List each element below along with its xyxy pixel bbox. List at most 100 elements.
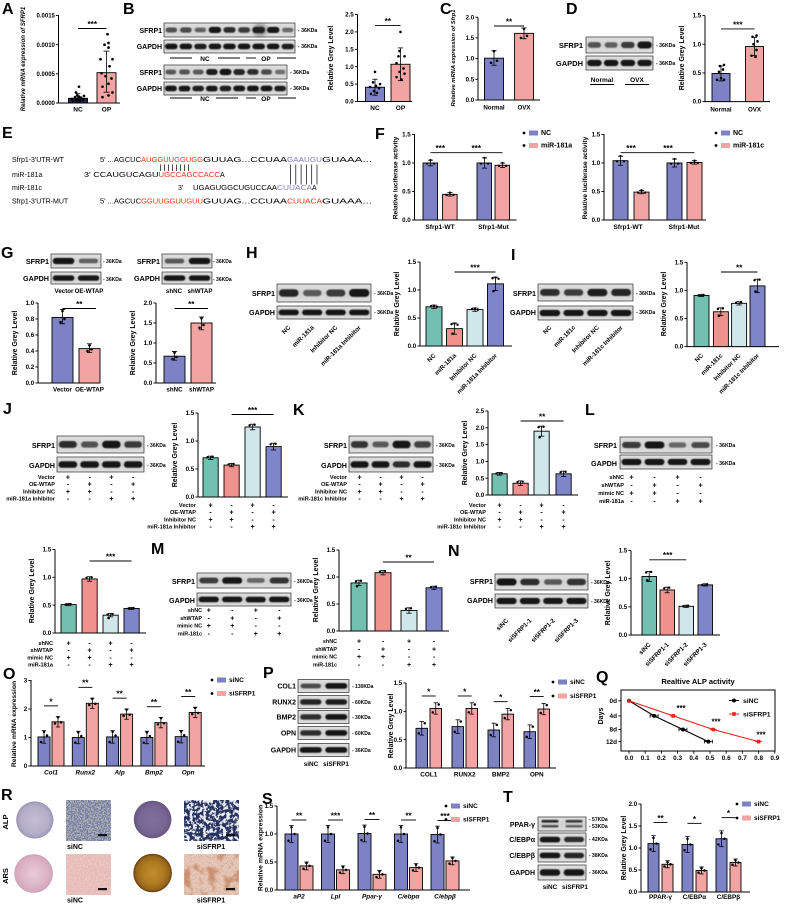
svg-text:2: 2: [24, 706, 28, 713]
svg-text:NC: NC: [200, 96, 210, 103]
svg-text:+: +: [230, 623, 234, 630]
svg-text:Relative Grey Level: Relative Grey Level: [394, 272, 401, 337]
svg-text:-: -: [653, 499, 656, 506]
svg-text:C/EBPβ: C/EBPβ: [717, 894, 741, 901]
svg-text:0.0: 0.0: [466, 97, 475, 104]
svg-text:0.0: 0.0: [144, 380, 153, 387]
svg-text:- 36KDa: - 36KDa: [147, 443, 166, 449]
svg-text:1.0: 1.0: [186, 438, 195, 445]
svg-text:1.0: 1.0: [144, 340, 153, 347]
svg-text:-: -: [231, 631, 234, 638]
svg-text:+: +: [381, 646, 385, 653]
svg-text:-: -: [540, 517, 543, 524]
svg-text:0.5: 0.5: [706, 755, 715, 762]
svg-text:Bmp2: Bmp2: [145, 770, 163, 777]
svg-text:- 36KDa: - 36KDa: [716, 461, 735, 467]
svg-text:0.4: 0.4: [689, 755, 698, 762]
svg-text:0.5: 0.5: [186, 466, 195, 473]
svg-text:OVX: OVX: [630, 77, 644, 84]
svg-text:miR-181c: miR-181c: [313, 662, 337, 668]
svg-text:mimic NC: mimic NC: [598, 491, 624, 497]
svg-text:-: -: [209, 524, 212, 531]
svg-text:+: +: [209, 517, 213, 524]
svg-text:0.3: 0.3: [673, 755, 682, 762]
svg-text:+: +: [254, 608, 258, 615]
svg-text:GAAUGU: GAAUGU: [287, 157, 322, 164]
svg-text:1.0: 1.0: [43, 574, 52, 581]
svg-text:5' ...AGCUC: 5' ...AGCUC: [100, 157, 141, 164]
svg-text:-: -: [653, 475, 656, 482]
svg-text:0.5: 0.5: [675, 316, 684, 323]
svg-text:0.2: 0.2: [657, 755, 666, 762]
svg-text:1.0: 1.0: [693, 41, 702, 48]
svg-text:R: R: [1, 787, 13, 804]
svg-text:1.5: 1.5: [394, 680, 403, 687]
svg-text:miR-181a: miR-181a: [541, 143, 572, 150]
svg-text:-: -: [208, 615, 211, 622]
svg-text:-: -: [421, 489, 424, 496]
svg-text:- 60KDa: - 60KDa: [352, 700, 371, 706]
svg-text:-: -: [519, 524, 522, 531]
svg-text:SFRP1: SFRP1: [324, 441, 347, 450]
svg-text:Lpl: Lpl: [331, 894, 341, 901]
svg-text:+: +: [432, 662, 436, 669]
svg-text:1.5: 1.5: [408, 259, 417, 266]
svg-text:H: H: [246, 245, 258, 262]
svg-text:0.0010: 0.0010: [37, 43, 56, 49]
svg-text:0.5: 0.5: [629, 867, 638, 874]
svg-text:Sfrp1-3'UTR-MUT: Sfrp1-3'UTR-MUT: [12, 199, 69, 206]
svg-text:1.5: 1.5: [592, 132, 601, 139]
svg-text:Inhibitor NC: Inhibitor NC: [23, 489, 55, 495]
svg-text:*: *: [499, 693, 503, 702]
svg-text:-: -: [408, 654, 411, 661]
svg-text:siNC: siNC: [463, 803, 478, 810]
svg-text:***: ***: [471, 144, 481, 153]
svg-text:-: -: [676, 483, 679, 490]
svg-text:+: +: [519, 517, 523, 524]
svg-text:+: +: [407, 662, 411, 669]
svg-text:CUUACA: CUUACA: [277, 185, 312, 192]
svg-text:COL1: COL1: [420, 772, 437, 779]
svg-text:+: +: [629, 491, 633, 498]
svg-text:***: ***: [626, 144, 636, 153]
svg-text:Days: Days: [598, 708, 605, 725]
svg-text:- 36KDa: - 36KDa: [147, 463, 166, 469]
svg-text:1.0: 1.0: [26, 300, 35, 307]
svg-text:-: -: [379, 496, 382, 503]
svg-text:siSFRP1: siSFRP1: [570, 693, 597, 700]
svg-text:Ppar-γ: Ppar-γ: [362, 894, 382, 901]
svg-text:3' CCAUGUCAGU: 3' CCAUGUCAGU: [84, 172, 159, 179]
svg-text:Inhibitor NC: Inhibitor NC: [454, 517, 486, 523]
svg-text:OE-WTAP: OE-WTAP: [321, 482, 347, 488]
svg-text:NC: NC: [542, 324, 554, 336]
svg-text:+: +: [357, 489, 361, 496]
svg-text:0.5: 0.5: [345, 81, 354, 88]
svg-text:0.5: 0.5: [144, 360, 153, 367]
svg-text:- 36KDa: - 36KDa: [103, 277, 122, 283]
svg-text:siSFRP1: siSFRP1: [229, 691, 256, 698]
svg-text:1.5: 1.5: [43, 547, 52, 554]
svg-text:shNC: shNC: [166, 288, 183, 295]
svg-text:0.5: 0.5: [402, 189, 411, 196]
svg-text:Sfrp1-Mut: Sfrp1-Mut: [478, 224, 510, 231]
svg-text:Relative Grey Level: Relative Grey Level: [388, 694, 395, 759]
svg-text:Relative Grey Level: Relative Grey Level: [328, 26, 335, 91]
svg-text:-: -: [699, 475, 702, 482]
svg-text:0.0: 0.0: [625, 755, 634, 762]
svg-text:-: -: [498, 524, 501, 531]
svg-text:0.5: 0.5: [693, 70, 702, 77]
svg-text:NC: NC: [281, 324, 293, 336]
svg-text:**: **: [534, 688, 541, 697]
svg-text:Relative luciferase activity: Relative luciferase activity: [393, 136, 400, 219]
svg-text:GAPDH: GAPDH: [23, 274, 49, 283]
svg-text:0.5: 0.5: [394, 737, 403, 744]
svg-text:shWTAP: shWTAP: [315, 647, 337, 653]
svg-text:-: -: [358, 482, 361, 489]
svg-text:0.0: 0.0: [408, 343, 417, 350]
svg-text:-: -: [400, 489, 403, 496]
svg-text:- 36KDa: - 36KDa: [294, 598, 313, 604]
svg-text:1.0: 1.0: [265, 831, 274, 838]
svg-text:**: **: [657, 814, 664, 823]
svg-text:Relative mRNA expression: Relative mRNA expression: [11, 681, 18, 767]
svg-text:1.5: 1.5: [345, 46, 354, 53]
